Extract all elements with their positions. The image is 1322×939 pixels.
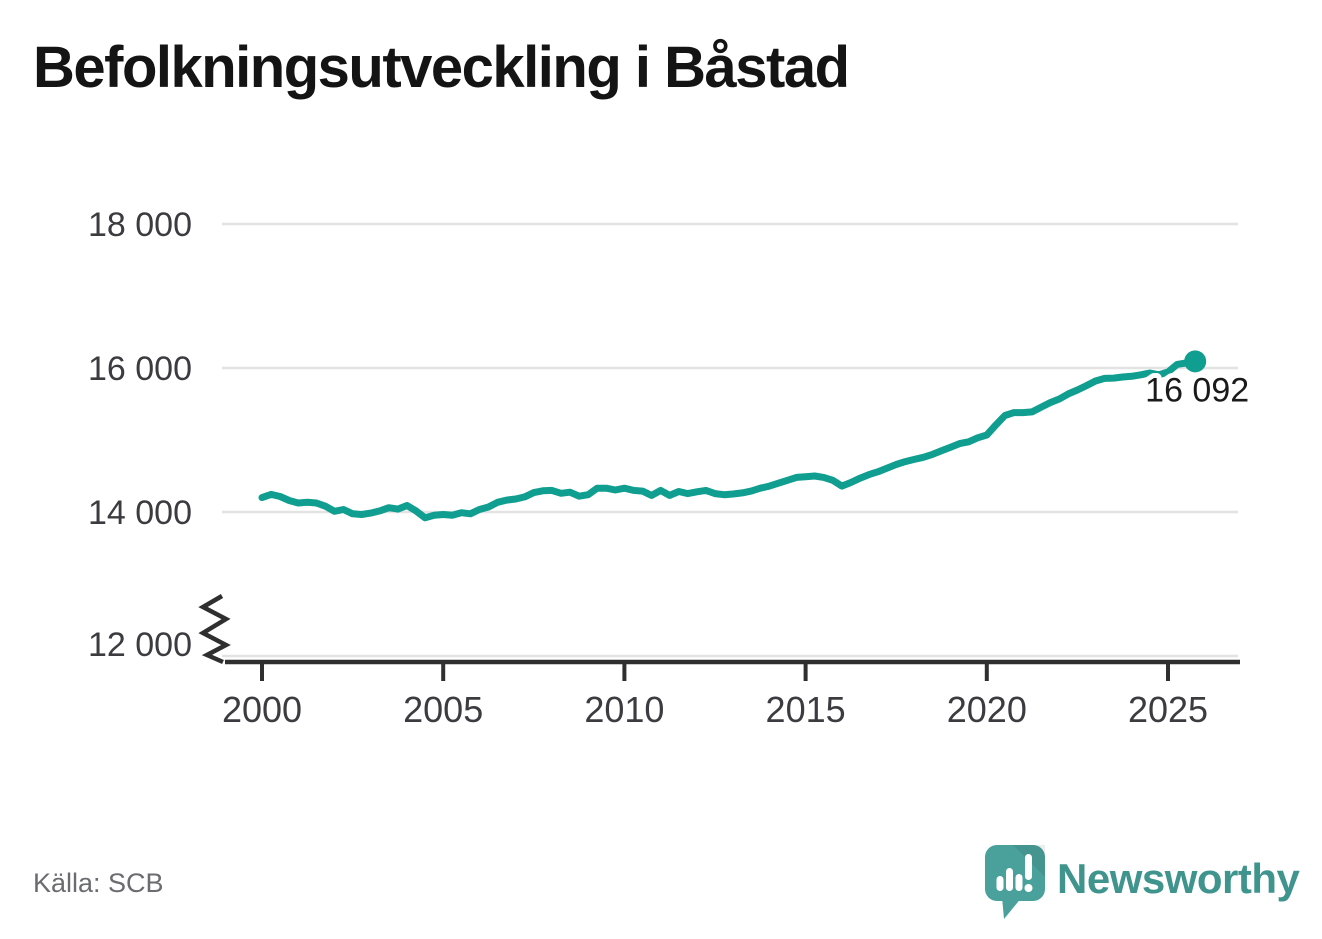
newsworthy-bubble-icon: [985, 845, 1045, 919]
page-title: Befolkningsutveckling i Båstad: [33, 35, 850, 100]
brand-name: Newsworthy: [1057, 855, 1300, 902]
logo-bar-2: [1006, 868, 1013, 891]
logo-bar-1: [996, 876, 1004, 891]
y-tick-label: 12 000: [88, 626, 192, 664]
population-line: [258, 357, 1199, 522]
logo-bubble-tail: [1002, 897, 1022, 919]
y-tick-label: 16 000: [88, 350, 192, 388]
y-tick-label: 18 000: [88, 206, 192, 244]
x-tick-label: 2000: [222, 689, 302, 730]
x-tick-label: 2005: [403, 689, 483, 730]
logo-bar-3: [1015, 874, 1023, 891]
x-tick-label: 2015: [766, 689, 846, 730]
x-tick-label: 2010: [584, 689, 664, 730]
x-tick-label: 2020: [947, 689, 1027, 730]
axis-break-mark: [198, 594, 231, 665]
newsworthy-logo: Newsworthy: [985, 843, 1305, 923]
end-point-dot: [1184, 350, 1207, 373]
y-tick-label: 14 000: [88, 494, 192, 532]
source-note: Källa: SCB: [33, 868, 164, 898]
x-tick-label: 2025: [1128, 689, 1208, 730]
end-value-label: 16 092: [1145, 371, 1249, 409]
logo-exclamation-bar: [1025, 854, 1032, 880]
logo-exclamation-dot: [1024, 884, 1033, 892]
